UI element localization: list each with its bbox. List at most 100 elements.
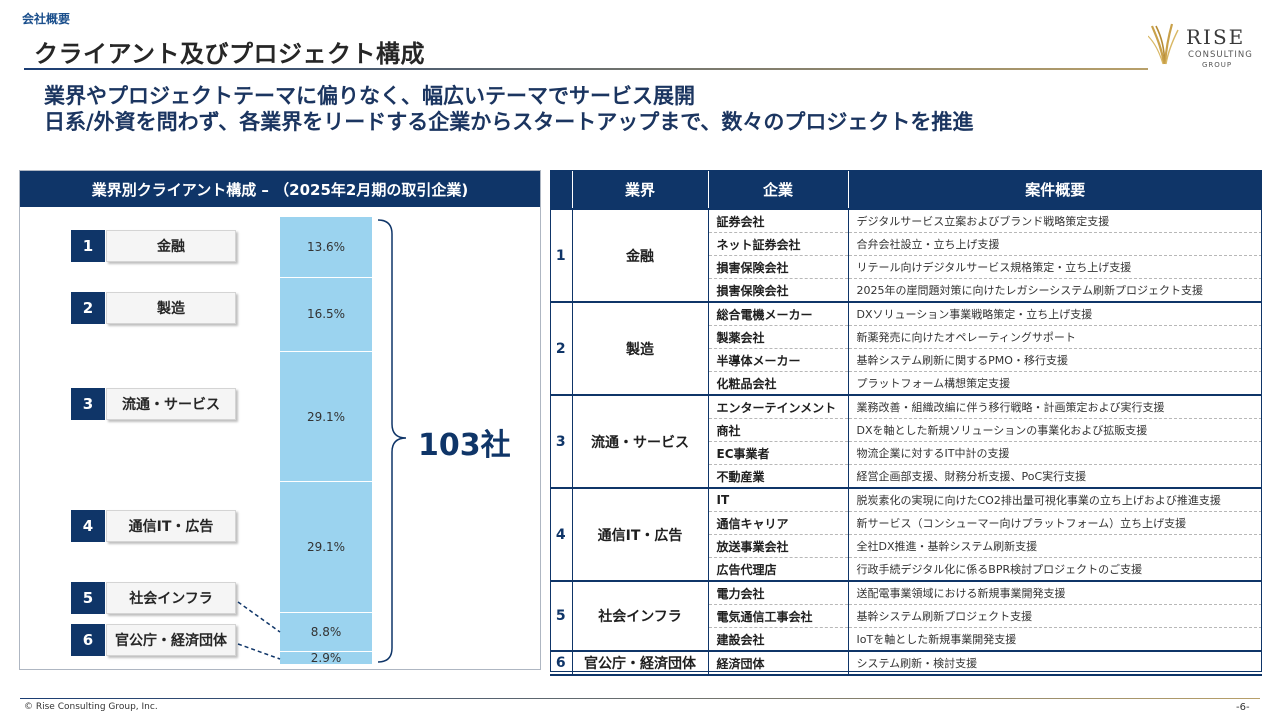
industry-label-2: 製造 — [106, 292, 236, 324]
company-cell: 損害保険会社 — [708, 278, 849, 303]
group-industry: 社会インフラ — [572, 580, 709, 651]
company-cell: 製薬会社 — [708, 325, 849, 349]
company-cell: 総合電機メーカー — [708, 301, 849, 326]
industry-label-3: 流通・サービス — [106, 388, 236, 420]
stacked-bar-chart: 13.6% 16.5% 29.1% 29.1% 8.8% 2.9% — [280, 216, 372, 665]
table-row: 電気通信工事会社 基幹システム刷新プロジェクト支援 — [550, 604, 1262, 628]
company-cell: 半導体メーカー — [708, 348, 849, 372]
project-table: 業界 企業 案件概要 1 金融 証券会社 デジタルサービス立案およびブランド戦略策定支… — [550, 170, 1262, 676]
industry-label-1: 金融 — [106, 230, 236, 262]
group-num: 2 — [550, 301, 573, 395]
summary-cell: 合弁会社設立・立ち上げ支援 — [848, 232, 1262, 256]
summary-cell: 2025年の崖問題対策に向けたレガシーシステム刷新プロジェクト支援 — [848, 278, 1262, 303]
summary-cell: 全社DX推進・基幹システム刷新支援 — [848, 534, 1262, 558]
company-cell: 電力会社 — [708, 580, 849, 605]
bar-segment-3: 29.1% — [280, 350, 372, 482]
table-row: 広告代理店 行政手続デジタル化に係るBPR検討プロジェクトのご支援 — [550, 557, 1262, 582]
company-cell: 通信キャリア — [708, 511, 849, 535]
group-num: 1 — [550, 208, 573, 302]
industry-num-3: 3 — [71, 388, 105, 420]
table-row: 5 社会インフラ 電力会社 送配電事業領域における新規事業開発支援 — [550, 580, 1262, 651]
group-industry: 金融 — [572, 208, 709, 302]
group-num: 5 — [550, 580, 573, 651]
table-body: 1 金融 証券会社 デジタルサービス立案およびブランド戦略策定支援 ネット証券会社 合弁会… — [550, 208, 1262, 676]
table-row: 半導体メーカー 基幹システム刷新に関するPMO・移行支援 — [550, 348, 1262, 372]
header-num-cell — [550, 170, 573, 209]
company-cell: ネット証券会社 — [708, 232, 849, 256]
svg-text:CONSULTING: CONSULTING — [1188, 50, 1253, 60]
table-row: 商社 DXを軸とした新規ソリューションの事業化および拡販支援 — [550, 418, 1262, 442]
industry-label-6: 官公庁・経済団体 — [106, 624, 236, 656]
group-industry: 流通・サービス — [572, 394, 709, 488]
subtitle-line-2: 日系/外資を問わず、各業界をリードする企業からスタートアップまで、数々のプロジェ… — [44, 110, 974, 134]
company-cell: 電気通信工事会社 — [708, 604, 849, 628]
brace-icon — [377, 219, 407, 663]
table-row: 3 流通・サービス エンターテインメント 業務改善・組織改編に伴う移行戦略・計画策定お… — [550, 394, 1262, 488]
bar-segment-6: 2.9% — [280, 651, 372, 665]
page-number: -6- — [1236, 702, 1250, 713]
page-title: クライアント及びプロジェクト構成 — [34, 40, 426, 68]
summary-cell: 新サービス（コンシューマー向けプラットフォーム）立ち上げ支援 — [848, 511, 1262, 535]
summary-cell: 新薬発売に向けたオペレーティングサポート — [848, 325, 1262, 349]
bar-segment-4: 29.1% — [280, 481, 372, 612]
table-row: 4 通信IT・広告 IT 脱炭素化の実現に向けたCO2排出量可視化事業の立ち上げおよび… — [550, 487, 1262, 581]
summary-cell: 経営企画部支援、財務分析支援、PoC実行支援 — [848, 464, 1262, 489]
table-row: 通信キャリア 新サービス（コンシューマー向けプラットフォーム）立ち上げ支援 — [550, 511, 1262, 535]
logo-wordmark: RISE — [1186, 25, 1245, 49]
summary-cell: 行政手続デジタル化に係るBPR検討プロジェクトのご支援 — [848, 557, 1262, 582]
table-row: 製薬会社 新薬発売に向けたオペレーティングサポート — [550, 325, 1262, 349]
summary-cell: 脱炭素化の実現に向けたCO2排出量可視化事業の立ち上げおよび推進支援 — [848, 487, 1262, 512]
company-cell: 商社 — [708, 418, 849, 442]
summary-cell: プラットフォーム構想策定支援 — [848, 371, 1262, 396]
summary-cell: システム刷新・検討支援 — [848, 650, 1262, 676]
industry-num-5: 5 — [71, 582, 105, 614]
summary-cell: DXを軸とした新規ソリューションの事業化および拡販支援 — [848, 418, 1262, 442]
company-cell: EC事業者 — [708, 441, 849, 465]
table-row: 不動産業 経営企画部支援、財務分析支援、PoC実行支援 — [550, 464, 1262, 489]
logo-mark-icon: RISE CONSULTING GROUP — [1147, 23, 1253, 69]
company-cell: エンターテインメント — [708, 394, 849, 419]
table-row: 6 官公庁・経済団体 経済団体 システム刷新・検討支援 — [550, 650, 1262, 676]
svg-text:GROUP: GROUP — [1202, 61, 1232, 69]
table-row: 1 金融 証券会社 デジタルサービス立案およびブランド戦略策定支援 — [550, 208, 1262, 302]
group-num: 6 — [550, 650, 573, 676]
industry-label-5: 社会インフラ — [106, 582, 236, 614]
summary-cell: 送配電事業領域における新規事業開発支援 — [848, 580, 1262, 605]
industry-label-4: 通信IT・広告 — [106, 510, 236, 542]
table-row: 放送事業会社 全社DX推進・基幹システム刷新支援 — [550, 534, 1262, 558]
header-summary: 案件概要 — [848, 170, 1262, 209]
group-num: 3 — [550, 394, 573, 488]
company-cell: IT — [708, 487, 849, 512]
table-row: EC事業者 物流企業に対するIT中計の支援 — [550, 441, 1262, 465]
table-row: 2 製造 総合電機メーカー DXソリューション事業戦略策定・立ち上げ支援 — [550, 301, 1262, 395]
table-header-row: 業界 企業 案件概要 — [550, 170, 1262, 209]
summary-cell: DXソリューション事業戦略策定・立ち上げ支援 — [848, 301, 1262, 326]
header-company: 企業 — [708, 170, 849, 209]
group-num: 4 — [550, 487, 573, 581]
title-divider — [24, 68, 1148, 70]
bar-segment-5: 8.8% — [280, 611, 372, 651]
summary-cell: 業務改善・組織改編に伴う移行戦略・計画策定および実行支援 — [848, 394, 1262, 419]
copyright-text: © Rise Consulting Group, Inc. — [24, 702, 158, 712]
summary-cell: デジタルサービス立案およびブランド戦略策定支援 — [848, 208, 1262, 233]
company-cell: 証券会社 — [708, 208, 849, 233]
subtitle-line-1: 業界やプロジェクトテーマに偏りなく、幅広いテーマでサービス展開 — [44, 84, 695, 108]
section-label: 会社概要 — [22, 12, 71, 26]
summary-cell: リテール向けデジタルサービス規格策定・立ち上げ支援 — [848, 255, 1262, 279]
total-clients: 103社 — [418, 428, 511, 463]
client-composition-header: 業界別クライアント構成 – （2025年2月期の取引企業) — [20, 171, 540, 207]
summary-cell: IoTを軸とした新規事業開発支援 — [848, 627, 1262, 652]
company-cell: 建設会社 — [708, 627, 849, 652]
client-composition-panel — [19, 170, 541, 670]
company-cell: 経済団体 — [708, 650, 849, 676]
industry-num-6: 6 — [71, 624, 105, 656]
company-cell: 損害保険会社 — [708, 255, 849, 279]
industry-num-2: 2 — [71, 292, 105, 324]
company-logo: RISE CONSULTING GROUP — [1147, 20, 1260, 76]
table-row: 損害保険会社 リテール向けデジタルサービス規格策定・立ち上げ支援 — [550, 255, 1262, 279]
summary-cell: 基幹システム刷新に関するPMO・移行支援 — [848, 348, 1262, 372]
summary-cell: 基幹システム刷新プロジェクト支援 — [848, 604, 1262, 628]
group-industry: 通信IT・広告 — [572, 487, 709, 581]
company-cell: 不動産業 — [708, 464, 849, 489]
industry-num-4: 4 — [71, 510, 105, 542]
